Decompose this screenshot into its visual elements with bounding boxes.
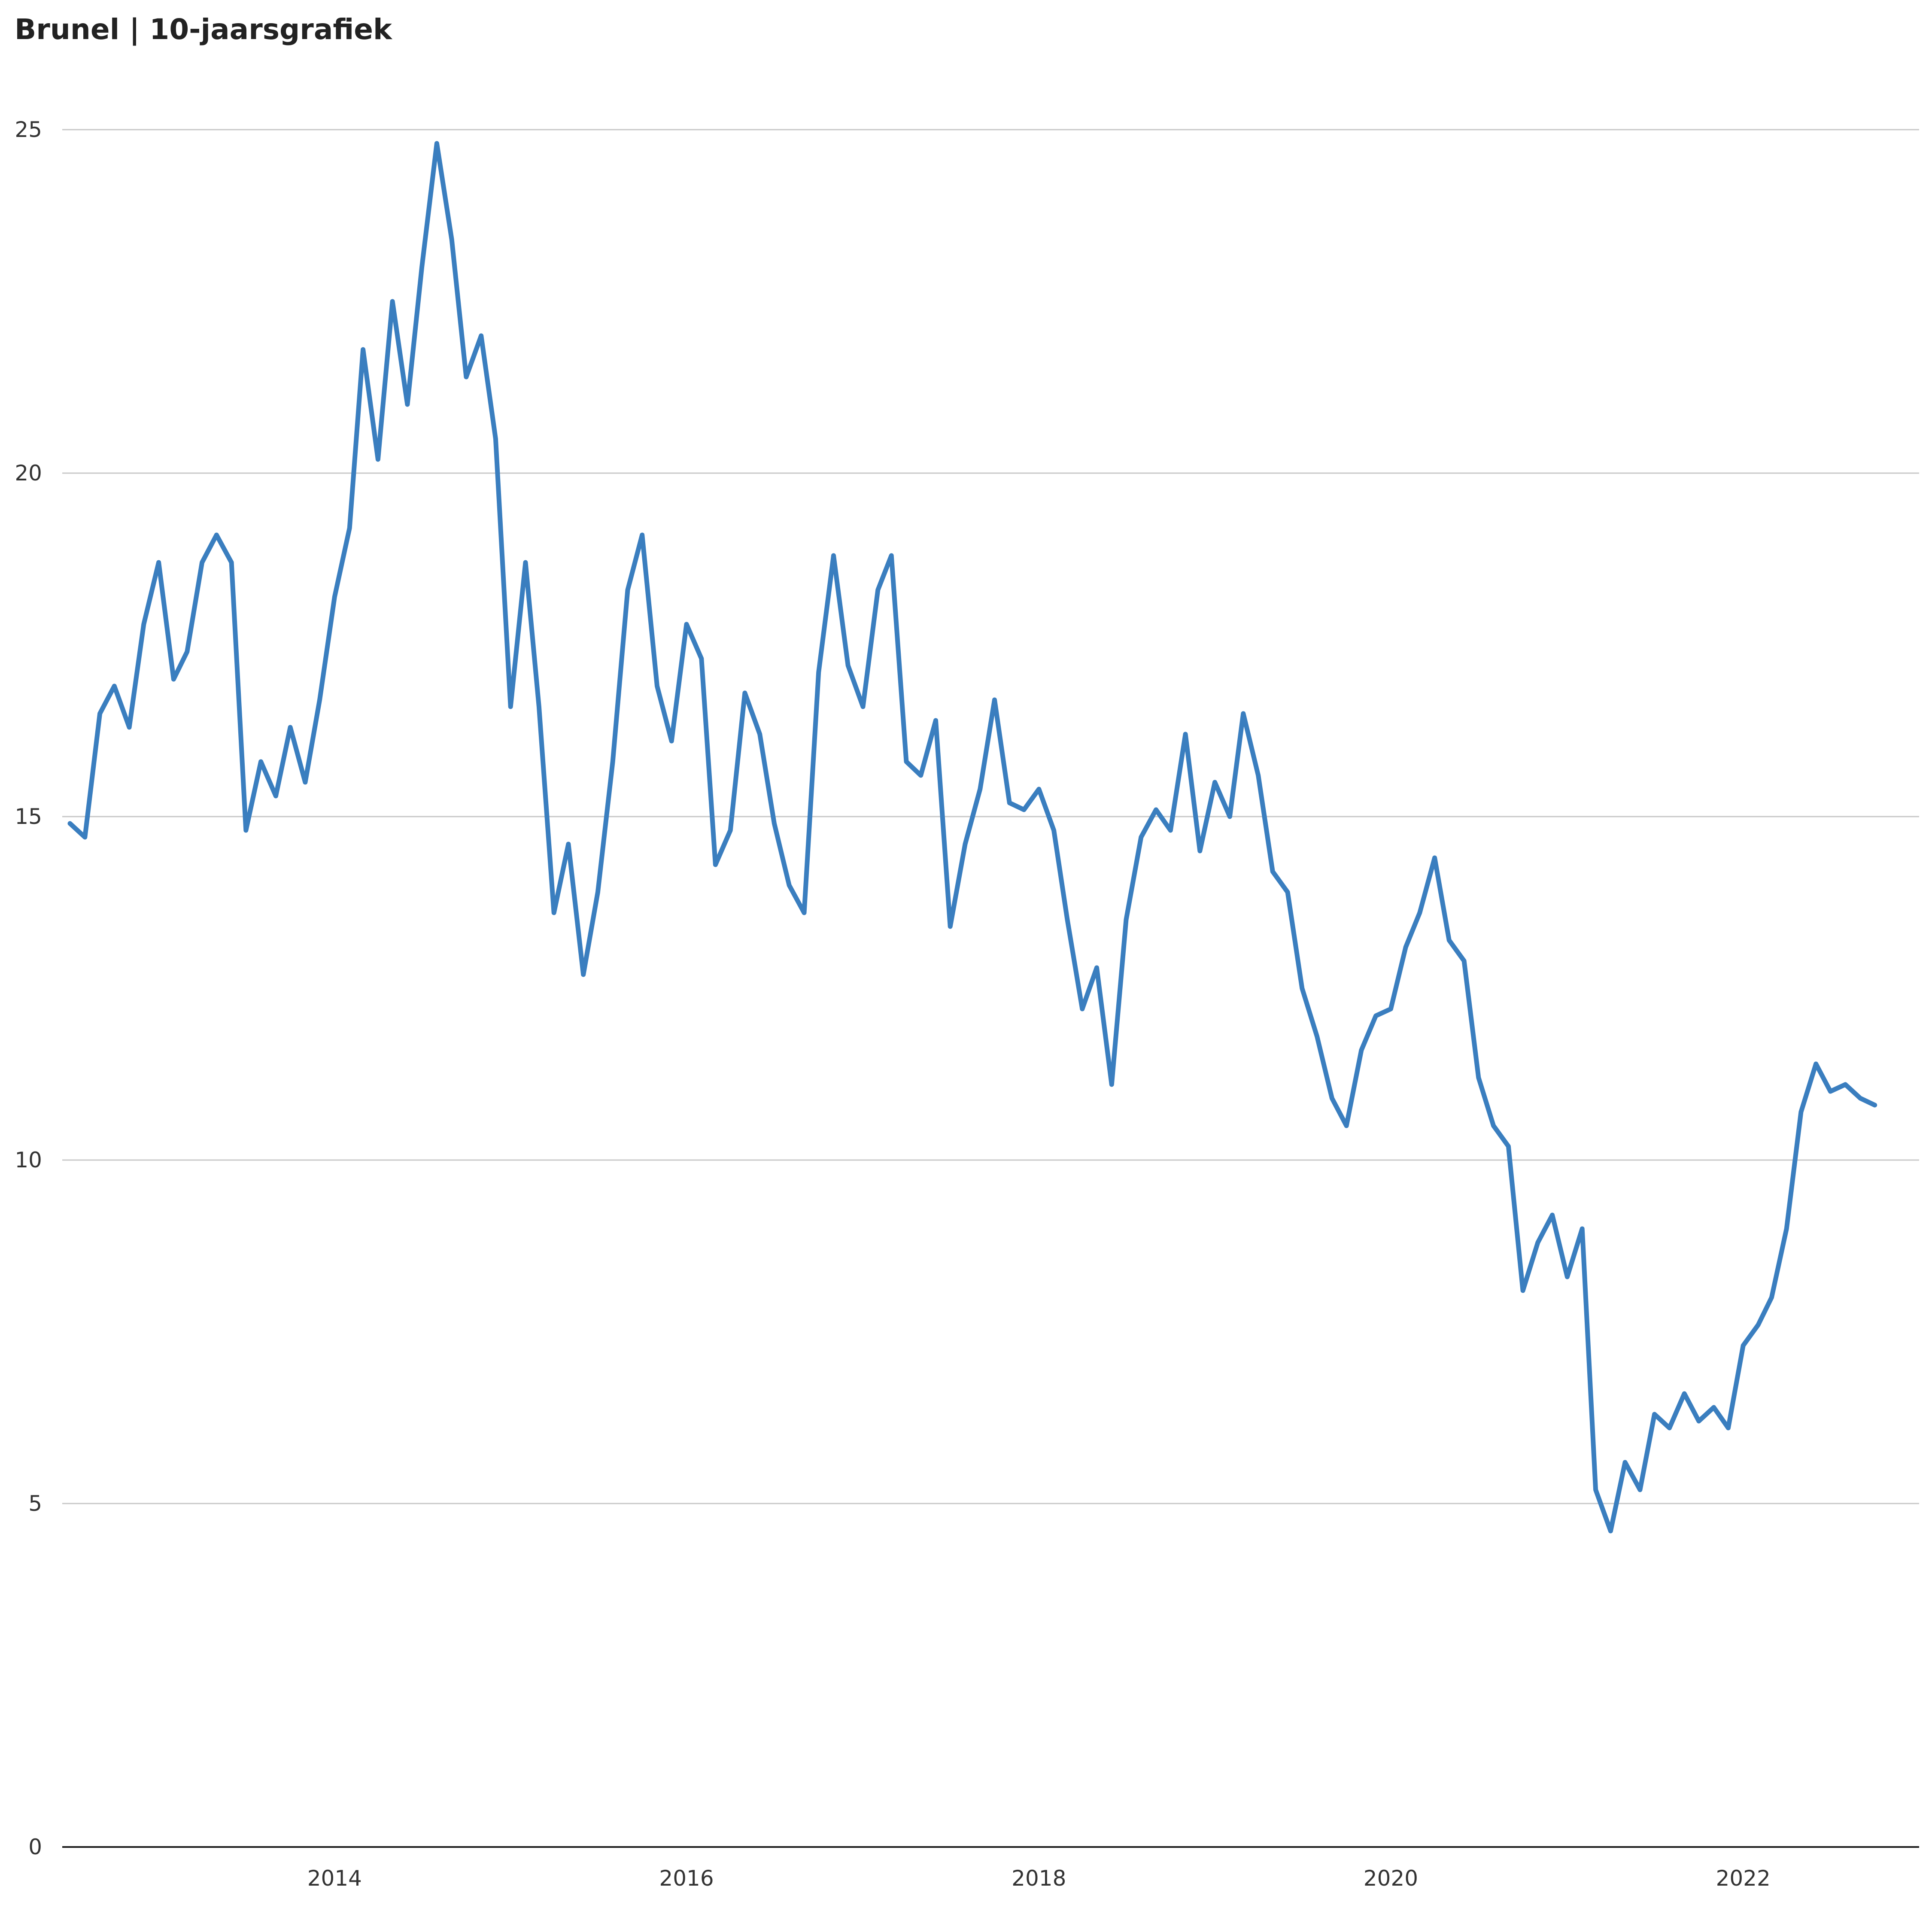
y-axis-ticks: 0 5 10 15 20 25 [15,117,42,1859]
x-tick-label: 2022 [1716,1866,1771,1891]
y-tick-label: 5 [28,1491,42,1516]
y-tick-label: 20 [15,461,42,486]
x-axis-ticks: 2014 2016 2018 2020 2022 [307,1866,1771,1891]
x-tick-label: 2020 [1364,1866,1418,1891]
x-tick-label: 2016 [659,1866,714,1891]
series-layer [67,141,1877,1534]
x-tick-label: 2018 [1012,1866,1066,1891]
y-tick-label: 0 [28,1835,42,1859]
price-line [67,141,1877,1534]
gridlines [62,129,1919,1504]
y-tick-label: 25 [15,117,42,142]
y-tick-label: 15 [15,804,42,829]
x-tick-label: 2014 [307,1866,362,1891]
chart-title: Brunel | 10-jaarsgrafiek [15,13,392,46]
y-tick-label: 10 [15,1148,42,1173]
